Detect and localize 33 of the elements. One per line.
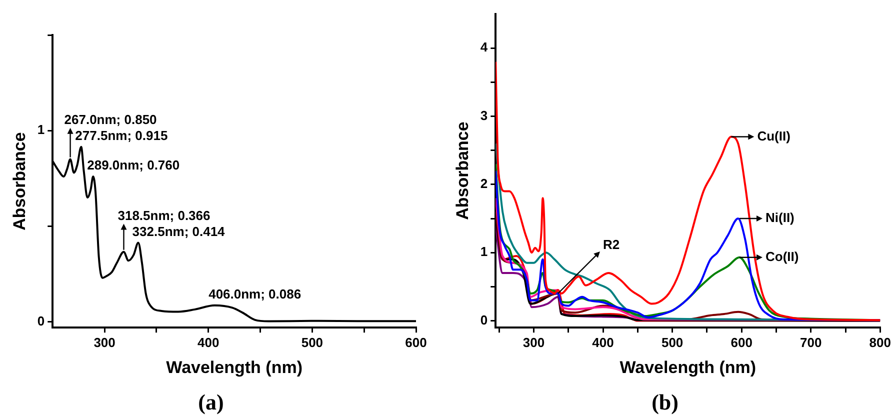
y-tick-label: 2 — [480, 176, 488, 192]
annotation: R2 — [602, 237, 620, 252]
x-axis-title: Wavelength (nm) — [166, 358, 302, 378]
x-tick-label: 800 — [869, 334, 892, 350]
annotation: Co(II) — [766, 248, 799, 264]
x-tick-label: 300 — [522, 334, 545, 350]
x-tick-label: 500 — [301, 334, 324, 350]
y-axis-title: Absorbance — [10, 132, 29, 230]
x-axis-title: Wavelength (nm) — [620, 358, 756, 378]
x-tick-label: 700 — [800, 334, 822, 350]
annotation: 406.0nm; 0.086 — [208, 286, 302, 302]
y-tick-label: 4 — [480, 40, 488, 55]
annotation: 277.5nm; 0.915 — [75, 128, 168, 143]
x-tick-label: 300 — [94, 334, 116, 350]
annotation: 267.0nm; 0.850 — [64, 112, 157, 127]
x-tick-label: 400 — [592, 334, 614, 350]
x-tick-label: 600 — [405, 334, 427, 350]
y-tick-label: 0 — [480, 312, 488, 328]
text: (b) — [652, 389, 678, 414]
y-tick-label: 0 — [37, 313, 45, 328]
x-tick-label: 500 — [661, 334, 684, 350]
x-tick-label: 600 — [730, 334, 752, 350]
x-tick-label: 400 — [198, 334, 220, 350]
annotation: 289.0nm; 0.760 — [87, 158, 180, 173]
y-tick-label: 1 — [480, 244, 488, 260]
y-tick-label: 1 — [37, 122, 45, 138]
annotation: Cu(II) — [757, 128, 790, 144]
annotation: 318.5nm; 0.366 — [118, 208, 210, 223]
annotation: Ni(II) — [766, 210, 794, 226]
text: (a) — [198, 389, 224, 414]
y-axis-title: Absorbance — [452, 122, 472, 220]
annotation: 332.5nm; 0.414 — [132, 224, 226, 239]
y-tick-label: 3 — [480, 108, 488, 123]
